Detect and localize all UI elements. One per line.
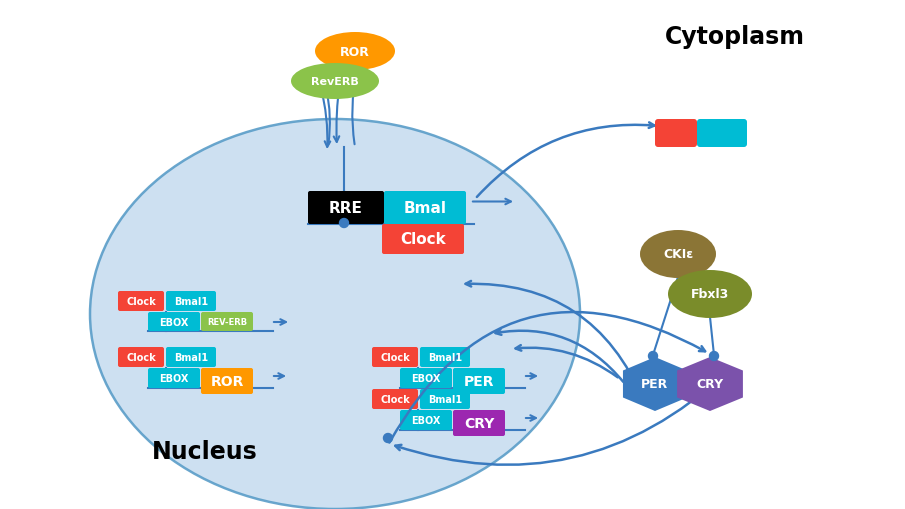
Text: Nucleus: Nucleus: [152, 439, 258, 463]
Ellipse shape: [640, 231, 716, 278]
Text: Clock: Clock: [380, 394, 410, 404]
Text: CKIε: CKIε: [663, 248, 693, 261]
Text: RRE: RRE: [329, 201, 363, 216]
Ellipse shape: [315, 33, 395, 71]
Text: Clock: Clock: [380, 352, 410, 362]
FancyArrowPatch shape: [334, 84, 339, 143]
FancyBboxPatch shape: [420, 389, 470, 409]
Polygon shape: [623, 357, 687, 411]
Text: Bmal1: Bmal1: [174, 352, 208, 362]
FancyBboxPatch shape: [420, 347, 470, 367]
Text: Clock: Clock: [400, 232, 446, 247]
FancyBboxPatch shape: [166, 347, 216, 367]
Text: Bmal1: Bmal1: [428, 352, 462, 362]
FancyBboxPatch shape: [166, 292, 216, 312]
FancyBboxPatch shape: [372, 389, 418, 409]
FancyBboxPatch shape: [372, 347, 418, 367]
FancyBboxPatch shape: [382, 224, 464, 254]
Text: PER: PER: [463, 374, 494, 388]
Text: RevERB: RevERB: [311, 77, 359, 87]
Text: Bmal1: Bmal1: [174, 296, 208, 306]
Circle shape: [384, 434, 393, 443]
Text: EBOX: EBOX: [411, 415, 441, 425]
FancyArrowPatch shape: [320, 88, 330, 148]
FancyBboxPatch shape: [453, 410, 505, 436]
Text: EBOX: EBOX: [159, 317, 188, 327]
Text: Fbxl3: Fbxl3: [691, 288, 729, 301]
FancyBboxPatch shape: [384, 191, 466, 224]
FancyArrowPatch shape: [465, 281, 644, 402]
Polygon shape: [677, 357, 743, 411]
FancyBboxPatch shape: [118, 292, 164, 312]
FancyArrowPatch shape: [516, 346, 618, 378]
FancyArrowPatch shape: [395, 371, 728, 465]
Circle shape: [710, 352, 719, 361]
FancyArrowPatch shape: [352, 73, 358, 145]
Text: CRY: CRY: [463, 416, 494, 430]
Text: REV-ERB: REV-ERB: [207, 318, 247, 326]
Circle shape: [649, 352, 658, 361]
FancyBboxPatch shape: [453, 369, 505, 394]
FancyArrowPatch shape: [389, 313, 705, 443]
FancyBboxPatch shape: [118, 347, 164, 367]
FancyArrowPatch shape: [325, 90, 330, 145]
Text: PER: PER: [642, 378, 669, 391]
FancyBboxPatch shape: [697, 120, 747, 148]
Ellipse shape: [291, 64, 379, 100]
FancyBboxPatch shape: [400, 369, 452, 388]
Text: EBOX: EBOX: [159, 373, 188, 383]
Text: EBOX: EBOX: [411, 373, 441, 383]
Text: Bmal1: Bmal1: [428, 394, 462, 404]
FancyBboxPatch shape: [148, 369, 200, 388]
FancyBboxPatch shape: [201, 369, 253, 394]
Text: Clock: Clock: [126, 352, 156, 362]
FancyArrowPatch shape: [495, 330, 624, 382]
FancyBboxPatch shape: [201, 313, 253, 331]
FancyBboxPatch shape: [148, 313, 200, 331]
Circle shape: [339, 219, 348, 228]
Ellipse shape: [90, 120, 580, 509]
Text: ROR: ROR: [210, 374, 243, 388]
Text: Bmal: Bmal: [404, 201, 446, 216]
Text: Clock: Clock: [126, 296, 156, 306]
FancyBboxPatch shape: [308, 191, 384, 224]
FancyArrowPatch shape: [477, 123, 654, 197]
Ellipse shape: [668, 270, 752, 318]
Text: CRY: CRY: [697, 378, 724, 391]
FancyBboxPatch shape: [400, 410, 452, 430]
Text: Cytoplasm: Cytoplasm: [665, 25, 805, 49]
FancyBboxPatch shape: [655, 120, 697, 148]
Text: ROR: ROR: [340, 45, 370, 59]
